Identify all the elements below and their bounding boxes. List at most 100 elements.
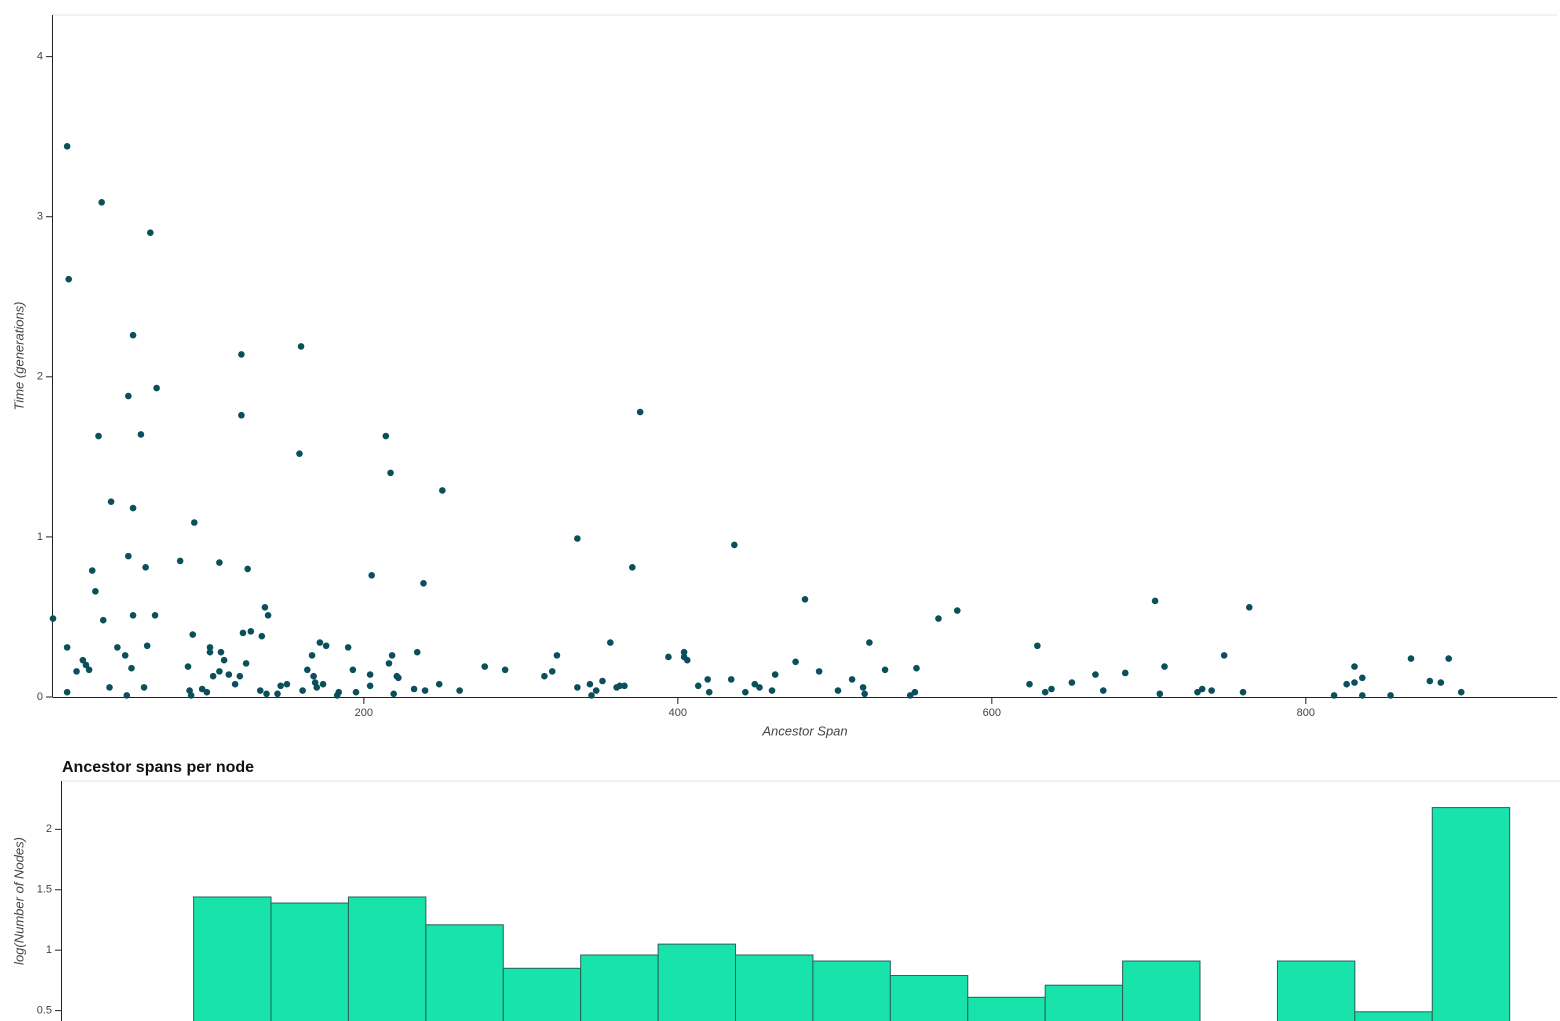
point [121,652,129,659]
point [1330,692,1338,699]
point [203,688,211,696]
point [274,690,281,698]
point [137,431,145,438]
y-tick-label: 1 [46,944,52,956]
point [239,629,247,637]
point [390,690,397,698]
point [574,535,581,542]
point [190,519,198,526]
point [143,642,151,650]
point [385,660,393,667]
y-tick-label: 2 [37,371,43,383]
point [435,680,443,688]
point [395,674,402,682]
point [705,688,713,696]
point [352,688,360,696]
point [206,648,214,656]
point [1387,692,1394,699]
point [187,692,195,699]
point [911,688,919,696]
point [79,656,87,664]
y-tick-label: 0 [37,691,43,703]
point [299,687,306,694]
point [621,682,628,690]
point [553,652,561,659]
point [387,469,394,477]
bar [889,975,969,1021]
point [413,648,421,656]
point [88,567,96,574]
point [848,676,856,683]
point [548,668,556,675]
point [217,648,225,656]
point [216,559,223,566]
bar [347,896,427,1021]
y-tick-label: 1 [37,531,43,543]
point [1407,655,1415,662]
point [140,684,148,691]
point [198,685,206,693]
x-tick-label: 600 [983,707,1001,719]
bar [735,954,814,1021]
point [1208,687,1215,694]
point [616,682,624,690]
point [189,631,197,638]
point [366,682,374,690]
point [151,612,159,619]
point [220,656,228,664]
point [125,552,132,560]
point [216,668,223,675]
point [238,351,245,358]
point [588,692,595,699]
point [1445,655,1452,662]
point [236,672,244,680]
point [586,680,594,688]
point [574,684,581,691]
point [106,684,113,691]
x-tick-label: 800 [1297,707,1315,719]
point [592,687,600,694]
point [184,663,192,670]
point [501,666,509,674]
point [1426,677,1434,685]
point [768,687,776,694]
point [368,572,375,579]
point [238,411,245,419]
point [382,432,390,440]
point [114,644,121,651]
point [258,632,266,640]
point [1041,688,1049,696]
bar [1044,984,1124,1021]
point [834,687,842,694]
point [261,604,269,611]
point [73,668,80,675]
point [225,671,233,678]
point [349,666,357,674]
point [1161,663,1168,670]
point [63,688,71,696]
point [335,688,343,696]
bar [1122,960,1201,1021]
point [771,671,779,678]
point [95,432,102,440]
point [727,676,735,683]
point [322,642,330,650]
point [129,331,137,339]
point [277,682,284,690]
point [1359,692,1366,699]
point [264,612,272,619]
point [866,639,873,646]
point [296,450,303,457]
y-axis-label: log(Number of Nodes) [11,837,26,965]
point [308,652,316,659]
bar [580,954,659,1021]
bar [1276,960,1356,1021]
point [1151,597,1159,605]
bar [812,960,891,1021]
point [439,487,446,494]
point [1026,680,1033,688]
point [599,677,606,685]
point [247,628,255,635]
point [1457,688,1465,696]
